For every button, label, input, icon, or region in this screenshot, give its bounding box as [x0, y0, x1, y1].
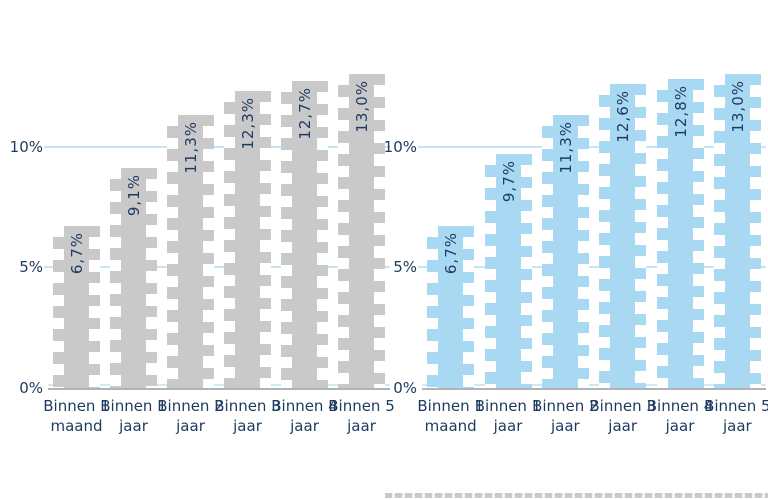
x-tick-line2: jaar — [608, 417, 638, 435]
bar-value-label: 11,3% — [556, 121, 575, 174]
plot-area-left: 0% 5% 10% 6,7% 9,1% 11,3% 12,3% 12,7% 13,0% — [10, 50, 390, 397]
x-tick-line1: Binnen 4 — [646, 397, 714, 415]
y-tick-label: 5% — [19, 258, 43, 277]
chart-panel-left: 0% 5% 10% 6,7% 9,1% 11,3% 12,3% 12,7% 13,0% Binn… — [10, 50, 395, 456]
x-tick-line1: Binnen 4 — [271, 397, 338, 415]
x-tick-label: Binnen 1 jaar — [100, 396, 167, 436]
bar-value-label: 6,7% — [67, 232, 86, 275]
bar: 13,0% — [338, 74, 385, 388]
bar-value-label: 12,7% — [295, 87, 314, 140]
bar-value-label: 12,3% — [238, 97, 257, 150]
bar: 13,0% — [714, 74, 761, 388]
x-tick-label: Binnen 5 jaar — [328, 396, 395, 436]
bar-value-label: 6,7% — [441, 232, 460, 275]
x-tick-label: Binnen 4 jaar — [271, 396, 338, 436]
bar: 6,7% — [53, 226, 100, 388]
y-tick-label: 0% — [393, 379, 417, 397]
bar-value-label: 9,1% — [124, 174, 143, 217]
bar-value-label: 11,3% — [181, 121, 200, 174]
x-tick-line1: Binnen 2 — [532, 397, 599, 415]
x-tick-line1: Binnen 1 — [100, 397, 167, 415]
bar-value-label: 13,0% — [352, 80, 371, 133]
bar-value-label: 12,6% — [613, 90, 632, 143]
x-tick-label: Binnen 1 maand — [43, 396, 110, 436]
x-tick-line2: maand — [50, 417, 103, 435]
bar-value-label: 12,8% — [671, 85, 690, 138]
baseline-highlight — [422, 384, 766, 386]
plot-area-right: 0% 5% 10% 6,7% 9,7% 11,3% 12,6% 12,8% 13,0% — [384, 50, 766, 397]
x-axis-right: Binnen 1 maand Binnen 1 jaar Binnen 2 jaar Bin… — [417, 396, 768, 456]
x-tick-line1: Binnen 1 — [43, 397, 110, 415]
x-tick-label: Binnen 3 jaar — [214, 396, 281, 436]
bar: 6,7% — [427, 226, 474, 388]
y-tick-label: 0% — [19, 379, 43, 397]
bar: 12,6% — [599, 84, 646, 388]
x-tick-label: Binnen 1 jaar — [475, 396, 542, 436]
y-tick-label: 10% — [9, 137, 43, 156]
x-tick-label: Binnen 1 maand — [417, 396, 484, 436]
x-tick-line2: jaar — [290, 417, 319, 435]
chart-panel-right: 0% 5% 10% 6,7% 9,7% 11,3% 12,6% 12,8% 13,0% Binn… — [384, 0, 768, 500]
x-tick-label: Binnen 4 jaar — [647, 396, 714, 436]
x-axis-left: Binnen 1 maand Binnen 1 jaar Binnen 2 jaar Bin… — [43, 396, 395, 456]
x-tick-line2: jaar — [176, 417, 205, 435]
x-tick-line1: Binnen 2 — [157, 397, 224, 415]
y-tick-label: 5% — [393, 258, 417, 277]
bar: 12,8% — [657, 79, 704, 388]
x-tick-line2: jaar — [722, 417, 752, 435]
bar: 12,7% — [281, 81, 328, 388]
bar: 9,7% — [485, 154, 532, 388]
x-tick-line1: Binnen 5 — [328, 397, 395, 415]
x-tick-line2: jaar — [233, 417, 262, 435]
x-tick-line2: jaar — [119, 417, 148, 435]
bar-value-label: 13,0% — [728, 80, 747, 133]
x-tick-line1: Binnen 5 — [704, 397, 768, 415]
x-tick-line2: maand — [424, 417, 477, 435]
bar: 11,3% — [542, 115, 589, 388]
x-tick-line1: Binnen 3 — [589, 397, 656, 415]
x-tick-label: Binnen 2 jaar — [532, 396, 599, 436]
bar: 9,1% — [110, 168, 157, 388]
x-tick-line2: jaar — [493, 417, 523, 435]
x-tick-line1: Binnen 1 — [417, 397, 484, 415]
bar: 11,3% — [167, 115, 214, 388]
x-tick-label: Binnen 2 jaar — [157, 396, 224, 436]
x-tick-line2: jaar — [550, 417, 580, 435]
x-axis-line — [48, 388, 390, 390]
x-tick-line1: Binnen 3 — [214, 397, 281, 415]
baseline-highlight — [48, 384, 390, 386]
bar-value-label: 9,7% — [499, 160, 518, 203]
y-tick-label: 10% — [383, 137, 417, 156]
bar: 12,3% — [224, 91, 271, 388]
x-tick-line1: Binnen 1 — [474, 397, 542, 415]
x-tick-label: Binnen 5 jaar — [704, 396, 768, 436]
bottom-dotted-strip — [385, 493, 768, 498]
x-tick-line2: jaar — [665, 417, 695, 435]
x-axis-line — [422, 388, 766, 390]
x-tick-line2: jaar — [347, 417, 376, 435]
x-tick-label: Binnen 3 jaar — [589, 396, 656, 436]
